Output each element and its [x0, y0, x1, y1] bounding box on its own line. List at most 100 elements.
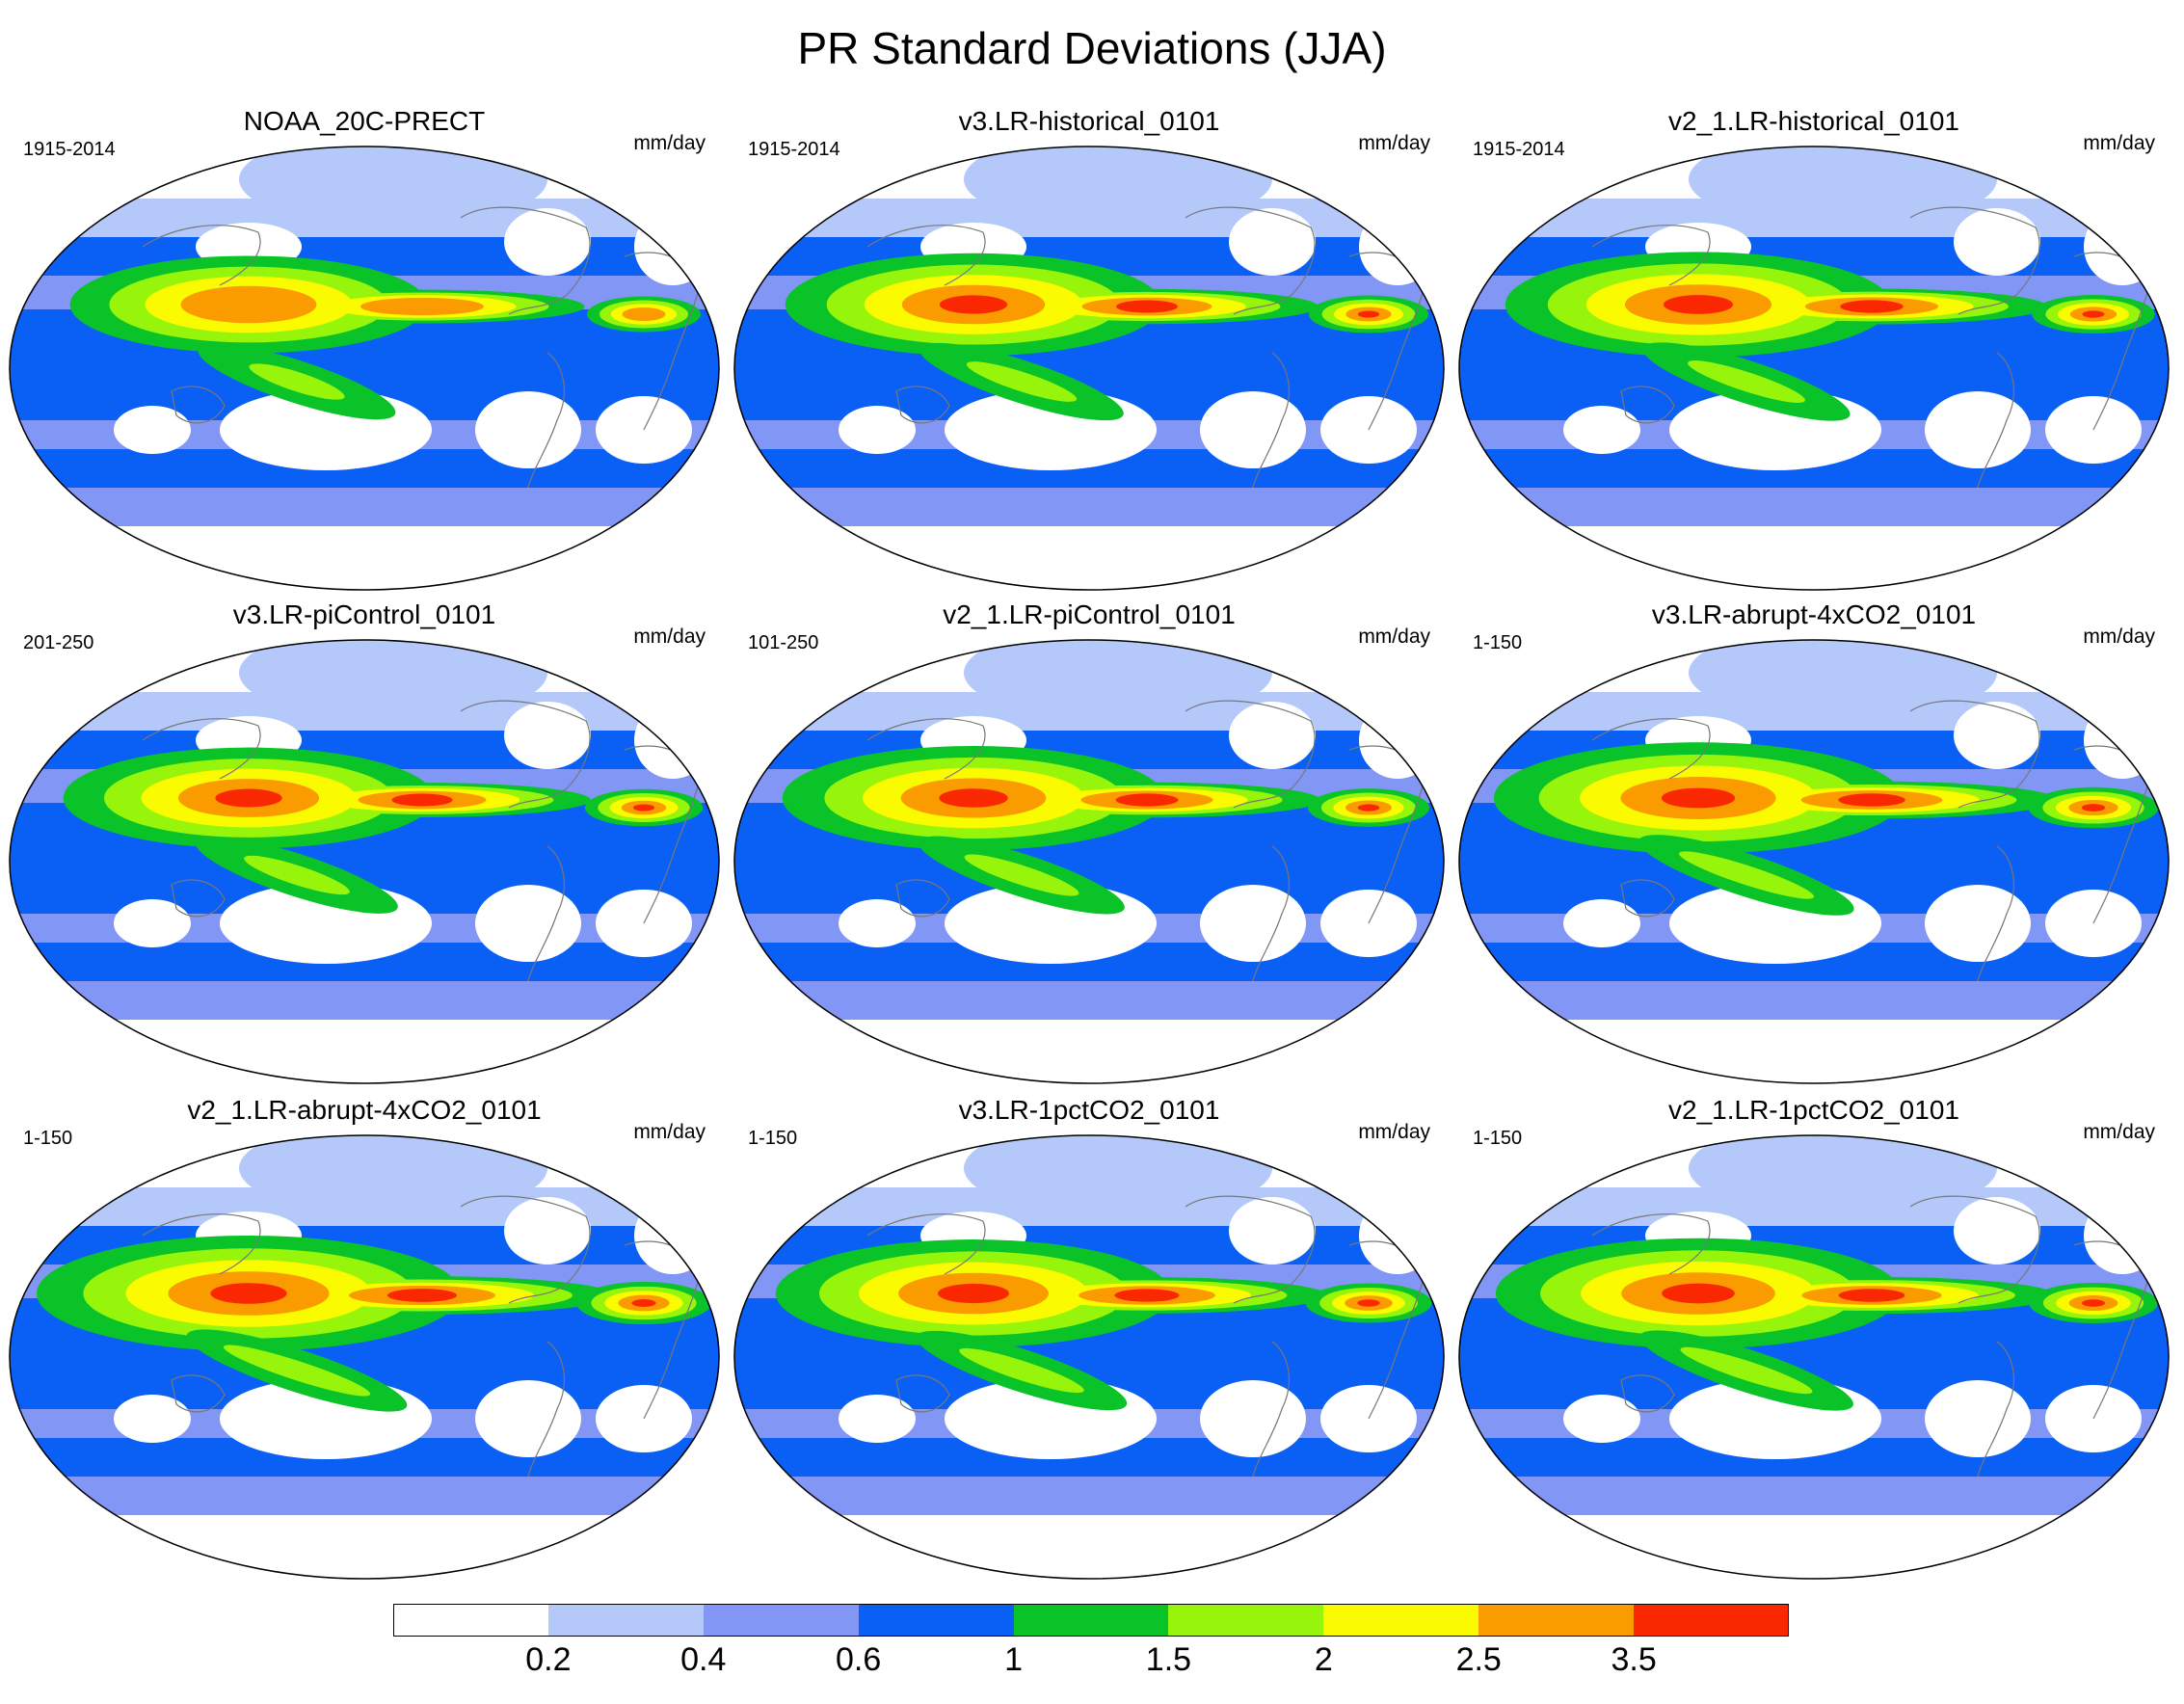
coastline [2073, 252, 2152, 431]
dry-region [1563, 899, 1640, 947]
colorbar-tick-label: 0.6 [836, 1641, 882, 1678]
coastline [142, 718, 261, 780]
coastline [1977, 845, 2014, 982]
dry-region [1563, 406, 1640, 454]
warm-pool-band [180, 285, 317, 324]
lat-band [1459, 981, 2169, 1020]
lat-band [10, 488, 719, 526]
colorbar-tick-label: 0.4 [680, 1641, 727, 1678]
map-panel: v3.LR-piControl_0101 201-250 mm/day [8, 598, 721, 1099]
colorbar-tick-label: 3.5 [1611, 1641, 1657, 1678]
arctic-region [1689, 1135, 1997, 1216]
warm-pool-band [1661, 787, 1736, 809]
lat-band [734, 1515, 1444, 1579]
dry-region [1925, 885, 2031, 962]
arctic-region [239, 1135, 547, 1216]
pacific-itcz-band [1114, 1289, 1180, 1302]
lat-band [734, 1020, 1444, 1083]
dry-region [1563, 1395, 1640, 1443]
panel-units: mm/day [633, 132, 706, 154]
coastline [624, 1240, 703, 1420]
colorbar-swatch [547, 1604, 704, 1637]
panel-period: 101-250 [748, 632, 819, 653]
panel-title: v3.LR-piControl_0101 [232, 599, 496, 629]
dry-region [839, 1395, 916, 1443]
coastline [1185, 700, 1316, 809]
lat-band [10, 1515, 719, 1579]
spcz-core [964, 854, 1079, 896]
coastline [527, 352, 565, 489]
coastline [866, 225, 986, 286]
map-outline [9, 146, 720, 591]
map-outline [1458, 146, 2170, 591]
dry-region [1925, 1380, 2031, 1457]
map-panel: v3.LR-abrupt-4xCO2_0101 1-150 mm/day [1457, 598, 2171, 1099]
panel-period: 1915-2014 [1473, 139, 1565, 160]
coastline [1252, 352, 1290, 489]
warm-pool-band [210, 1283, 287, 1304]
colorbar-swatch [1323, 1604, 1479, 1637]
dry-region [2084, 208, 2161, 285]
spcz-core [223, 1345, 371, 1397]
lat-band [10, 981, 719, 1020]
atlantic-itcz-band [1357, 310, 1380, 318]
lat-band [10, 526, 719, 590]
warm-pool-band [1662, 1283, 1735, 1304]
colorbar-swatch [1013, 1604, 1169, 1637]
colorbar-swatch [1634, 1604, 1789, 1637]
panel-title: v2_1.LR-piControl_0101 [943, 599, 1236, 629]
coastline [2073, 1240, 2152, 1420]
map-plot [733, 639, 1445, 1084]
colorbar [0, 1600, 2184, 1696]
colorbar-tick-label: 2.5 [1455, 1641, 1502, 1678]
arctic-region [1689, 640, 1997, 721]
map-plot [9, 1134, 720, 1580]
dry-region [475, 885, 581, 962]
map-panel: v2_1.LR-1pctCO2_0101 1-150 mm/day [1457, 1093, 2171, 1594]
arctic-region [1689, 146, 1997, 227]
coastline [171, 1374, 226, 1413]
colorbar-swatch [858, 1604, 1014, 1637]
spcz-core [244, 855, 350, 895]
coastline [171, 879, 226, 918]
colorbar-swatch [1168, 1604, 1324, 1637]
coastline [1185, 1195, 1316, 1304]
arctic-region [964, 1135, 1272, 1216]
dry-region [634, 1197, 711, 1274]
map-panel: v3.LR-historical_0101 1915-2014 mm/day [732, 104, 1446, 605]
warm-pool-band [939, 295, 1008, 314]
warm-pool-band [938, 1283, 1009, 1304]
dry-region [475, 391, 581, 468]
coastline [1252, 1341, 1290, 1478]
lat-band [10, 1020, 719, 1083]
coastline [895, 386, 950, 424]
map-panel: NOAA_20C-PRECT 1915-2014 mm/day [8, 104, 721, 605]
coastline [1909, 1195, 2040, 1304]
dry-region [1229, 1197, 1316, 1265]
panel-units: mm/day [633, 1121, 706, 1143]
lat-band [1459, 1477, 2169, 1515]
atlantic-itcz-band [622, 306, 666, 322]
coastline [1185, 206, 1316, 315]
map-outline [733, 146, 1445, 591]
coastline [1909, 206, 2040, 315]
dry-region [475, 1380, 581, 1457]
coastline [1591, 718, 1711, 780]
coastline [1591, 1213, 1711, 1275]
panel-title: v2_1.LR-historical_0101 [1668, 106, 1959, 136]
coastline [1620, 386, 1675, 424]
map-outline [733, 639, 1445, 1084]
lat-band [1459, 488, 2169, 526]
map-plot [9, 639, 720, 1084]
dry-region [1229, 702, 1316, 769]
map-panel: v2_1.LR-historical_0101 1915-2014 mm/day [1457, 104, 2171, 605]
map-outline [9, 1134, 720, 1580]
colorbar-tick-label: 1.5 [1145, 1641, 1192, 1678]
atlantic-itcz-band [1357, 804, 1380, 812]
pacific-itcz-band [1838, 1289, 1905, 1302]
panel-title: v2_1.LR-abrupt-4xCO2_0101 [187, 1095, 542, 1125]
panel-units: mm/day [1358, 132, 1430, 154]
coastline [1348, 745, 1427, 924]
coastline [171, 386, 226, 424]
panel-units: mm/day [2083, 626, 2155, 648]
